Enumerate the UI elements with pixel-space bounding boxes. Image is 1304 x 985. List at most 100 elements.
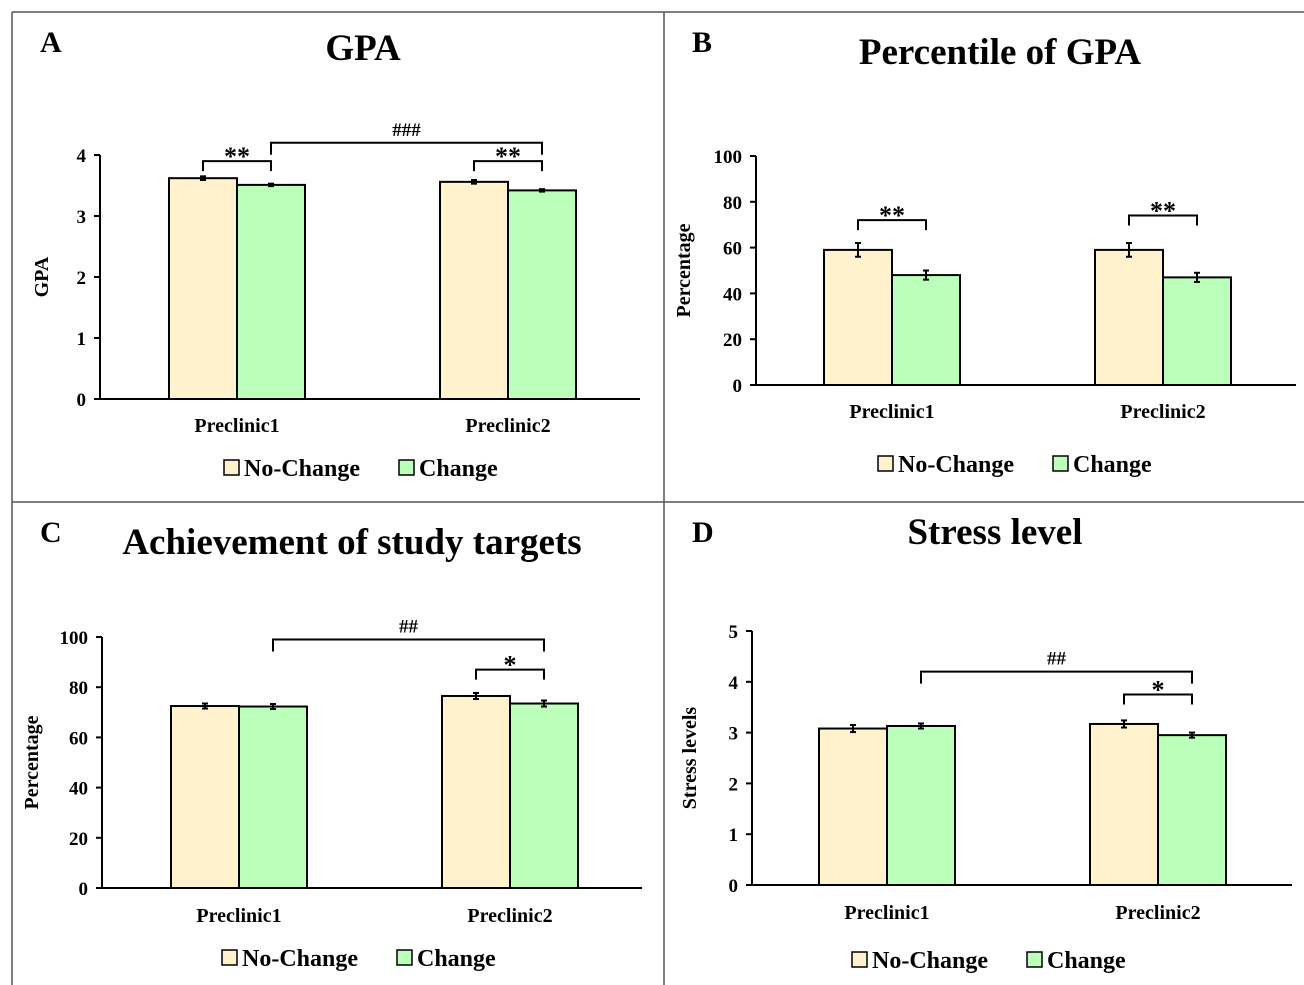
significance-label: ** <box>879 201 905 230</box>
panel-title-c: Achievement of study targets <box>122 522 581 563</box>
panel-b: B Percentile of GPA 0 20 40 60 80 100 Percenta… <box>673 26 1296 478</box>
x-category-label: Preclinic2 <box>1115 902 1200 924</box>
panel-letter-b: B <box>692 26 712 59</box>
y-tick-label: 40 <box>723 284 742 305</box>
bar-no-change <box>439 180 509 400</box>
legend-swatch-change <box>398 459 415 476</box>
bar-change <box>509 702 579 890</box>
panel-d: D Stress level 0 1 2 3 4 5 Stress levels Precli… <box>679 512 1292 974</box>
legend-swatch-no-change <box>877 455 894 472</box>
significance-label: ## <box>399 617 419 638</box>
legend-swatch-change <box>1026 951 1043 968</box>
bar-no-change <box>1094 248 1164 386</box>
legend-swatch-change <box>396 949 413 966</box>
bar-change <box>507 189 577 400</box>
panel-title-b: Percentile of GPA <box>859 32 1141 73</box>
bar-no-change <box>441 694 511 889</box>
legend-label-change: Change <box>417 946 496 972</box>
y-tick-label: 3 <box>77 207 87 228</box>
plot-b: 0 20 40 60 80 100 Percentage Preclinic1 Preclini… <box>673 147 1296 478</box>
y-tick-label: 80 <box>69 678 88 699</box>
legend-label-change: Change <box>1073 452 1152 478</box>
y-axis-title: Percentage <box>673 223 695 317</box>
y-tick-label: 100 <box>60 628 89 649</box>
significance-bracket <box>270 141 543 155</box>
y-tick-label: 20 <box>723 330 742 351</box>
y-axis-title: Percentage <box>21 715 43 809</box>
bar-change <box>1157 734 1227 887</box>
bar-no-change <box>168 177 238 400</box>
y-tick-label: 4 <box>77 146 87 167</box>
panel-a: A GPA 0 1 2 3 4 GPA Preclinic1 Preclinic2 ** ** ##… <box>31 26 640 482</box>
y-tick-label: 2 <box>77 268 87 289</box>
significance-bracket <box>857 219 927 231</box>
x-category-label: Preclinic1 <box>194 415 279 437</box>
x-category-label: Preclinic2 <box>1120 401 1205 423</box>
bar-no-change <box>1089 722 1159 886</box>
legend-label-no-change: No-Change <box>872 948 988 974</box>
y-tick-label: 5 <box>729 622 739 643</box>
bar-change <box>886 724 956 886</box>
legend-label-no-change: No-Change <box>244 456 360 482</box>
panel-letter-d: D <box>692 516 714 549</box>
legend-label-change: Change <box>419 456 498 482</box>
legend-label-change: Change <box>1047 948 1126 974</box>
y-tick-label: 1 <box>729 825 739 846</box>
significance-bracket <box>475 668 545 680</box>
panel-dividers <box>11 11 1304 985</box>
x-category-label: Preclinic1 <box>196 905 281 927</box>
significance-bracket <box>473 160 543 172</box>
y-tick-label: 0 <box>79 879 89 900</box>
legend-swatch-change <box>1052 455 1069 472</box>
significance-label: ## <box>1047 649 1067 670</box>
significance-bracket <box>272 638 545 652</box>
significance-bracket <box>202 160 272 172</box>
legend-label-no-change: No-Change <box>898 452 1014 478</box>
y-tick-label: 1 <box>77 329 87 350</box>
y-tick-label: 3 <box>729 724 739 745</box>
significance-label: ** <box>224 142 250 171</box>
significance-bracket <box>1123 693 1193 705</box>
significance-label: * <box>504 651 517 680</box>
x-category-label: Preclinic1 <box>849 401 934 423</box>
legend-swatch-no-change <box>851 951 868 968</box>
x-category-label: Preclinic2 <box>465 415 550 437</box>
plot-a: 0 1 2 3 4 GPA Preclinic1 Preclinic2 ** ** ### No-Ch… <box>31 120 640 482</box>
panel-letter-c: C <box>40 516 62 549</box>
bar-change <box>891 274 961 386</box>
panel-title-a: GPA <box>325 28 401 69</box>
y-tick-label: 40 <box>69 779 88 800</box>
y-tick-label: 0 <box>729 876 739 897</box>
y-axis-title: Stress levels <box>679 707 701 810</box>
panel-letter-a: A <box>40 26 62 59</box>
panel-c: C Achievement of study targets 0 20 40 60 80… <box>21 516 642 972</box>
bar-change <box>1162 276 1232 386</box>
significance-bracket <box>920 670 1193 684</box>
y-tick-label: 0 <box>733 376 743 397</box>
y-tick-label: 2 <box>729 774 739 795</box>
x-category-label: Preclinic2 <box>467 905 552 927</box>
significance-label: ** <box>495 142 521 171</box>
legend-label-no-change: No-Change <box>242 946 358 972</box>
y-tick-label: 100 <box>714 147 743 168</box>
y-tick-label: 4 <box>729 673 739 694</box>
significance-bracket <box>1128 214 1198 226</box>
significance-label: * <box>1152 676 1165 705</box>
y-tick-label: 0 <box>77 390 87 411</box>
y-axis-title: GPA <box>31 256 53 297</box>
significance-label: ** <box>1150 197 1176 226</box>
plot-c: 0 20 40 60 80 100 Percentage Preclinic1 Preclini… <box>21 617 642 972</box>
legend-swatch-no-change <box>223 459 240 476</box>
legend-swatch-no-change <box>221 949 238 966</box>
y-tick-label: 60 <box>723 239 742 260</box>
bar-no-change <box>170 705 240 890</box>
significance-label: ### <box>392 120 421 141</box>
bar-no-change <box>823 248 893 386</box>
bar-change <box>238 705 308 889</box>
y-tick-label: 80 <box>723 193 742 214</box>
panel-title-d: Stress level <box>907 512 1082 553</box>
bar-no-change <box>818 727 888 887</box>
x-category-label: Preclinic1 <box>844 902 929 924</box>
plot-d: 0 1 2 3 4 5 Stress levels Preclinic1 Preclinic2 *… <box>679 622 1292 974</box>
